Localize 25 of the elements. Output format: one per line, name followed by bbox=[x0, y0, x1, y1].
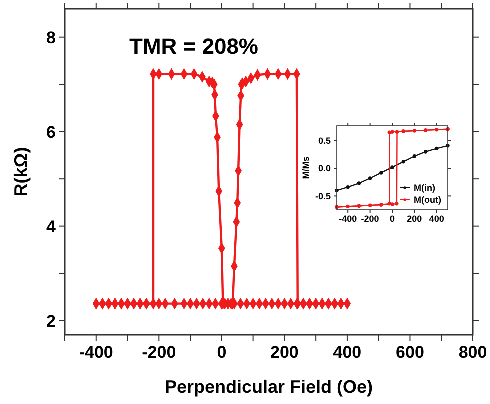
y-axis-title: R(kΩ) bbox=[11, 147, 31, 197]
legend-label: M(out) bbox=[414, 195, 442, 206]
y-tick-label: 4 bbox=[46, 217, 57, 236]
y-axis-title: M/Ms bbox=[301, 156, 311, 180]
y-tick-label: 8 bbox=[46, 28, 56, 48]
x-tick-label: 200 bbox=[270, 343, 299, 362]
y-tick-label: 2 bbox=[46, 312, 56, 331]
x-tick-label: -200 bbox=[361, 214, 380, 224]
x-tick-label: -400 bbox=[339, 214, 358, 224]
text: TMR = 208% bbox=[130, 34, 258, 59]
x-tick-label: 0 bbox=[390, 214, 396, 224]
x-tick-label: 400 bbox=[429, 214, 444, 224]
legend-label: M(in) bbox=[414, 183, 436, 194]
x-tick-label: -400 bbox=[79, 343, 114, 362]
y-tick-label: 0.0 bbox=[318, 164, 331, 174]
x-tick-label: -200 bbox=[142, 343, 176, 362]
y-tick-label: 0.5 bbox=[318, 136, 331, 146]
x-tick-label: 400 bbox=[333, 343, 362, 362]
x-tick-label: 600 bbox=[396, 343, 424, 362]
x-tick-label: 200 bbox=[407, 214, 422, 224]
y-tick-label: -0.5 bbox=[315, 191, 331, 202]
x-tick-label: 800 bbox=[458, 343, 488, 362]
y-tick-label: 6 bbox=[46, 122, 56, 142]
x-tick-label: 0 bbox=[217, 343, 227, 362]
x-axis-title: Perpendicular Field (Oe) bbox=[164, 376, 374, 397]
